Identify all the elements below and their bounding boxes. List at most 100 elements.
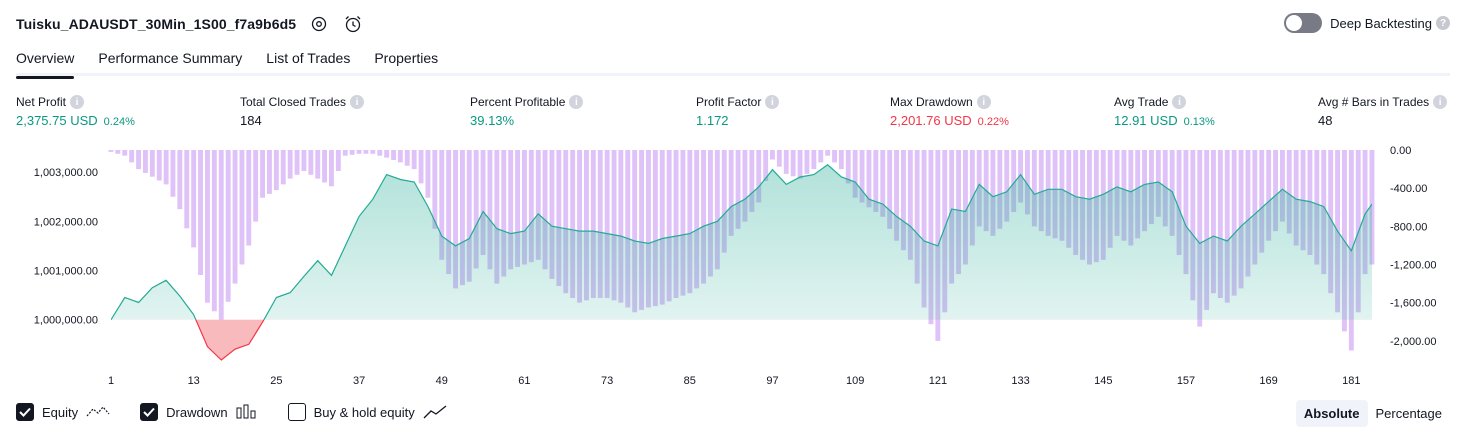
legend-buy-hold[interactable]: Buy & hold equity <box>287 403 447 421</box>
equity-line <box>111 164 1372 320</box>
alarm-clock-icon[interactable] <box>342 13 364 35</box>
drawdown-checkbox[interactable] <box>140 403 159 421</box>
trade-tick-label: 181 <box>1342 375 1360 387</box>
drawdown-bar <box>625 150 631 308</box>
drawdown-bar <box>563 150 569 294</box>
drawdown-bar <box>1004 150 1010 222</box>
drawdown-bar <box>859 150 865 203</box>
help-icon[interactable]: ? <box>1436 16 1450 30</box>
drawdown-bar <box>218 150 224 320</box>
drawdown-bar <box>329 150 334 187</box>
equity-area <box>111 164 1372 320</box>
deep-backtesting-toggle[interactable] <box>1284 13 1323 33</box>
drawdown-bar <box>1204 150 1210 310</box>
metric-avg-trade: Avg Trade i 12.91 USD 0.13% <box>1114 94 1215 131</box>
drawdown-bar <box>584 150 589 301</box>
metric-value: 12.91 USD <box>1114 113 1178 128</box>
trade-tick-label: 169 <box>1259 375 1277 387</box>
metric-value: 2,375.75 USD <box>16 113 98 128</box>
drawdown-tick-label: -2,000.00 <box>1390 336 1436 348</box>
drawdown-bar <box>590 150 596 298</box>
metric-avg-bars: Avg # Bars in Trades i 48 <box>1318 94 1448 131</box>
info-icon[interactable]: i <box>569 95 584 109</box>
info-icon[interactable]: i <box>976 95 991 109</box>
drawdown-bar <box>211 150 217 312</box>
drawdown-bar <box>990 150 996 236</box>
trade-tick-label: 109 <box>846 375 864 387</box>
deep-backtesting-label: Deep Backtesting <box>1330 15 1432 31</box>
drawdown-bar <box>577 150 582 303</box>
trade-tick-label: 61 <box>518 375 530 387</box>
drawdown-bar <box>714 150 720 270</box>
buy-hold-checkbox[interactable] <box>287 403 306 421</box>
drawdown-bar <box>852 150 858 198</box>
equity-drawdown-chart[interactable]: 1,000,000.00 1,001,000.00 1,002,000.00 1,00… <box>0 140 1466 390</box>
equity-tick-label: 1,002,000.00 <box>34 216 98 228</box>
drawdown-bar <box>838 150 844 170</box>
drawdown-bar <box>1362 150 1368 275</box>
drawdown-bar <box>721 150 727 253</box>
drawdown-bar <box>363 150 369 154</box>
drawdown-bar <box>666 150 672 302</box>
drawdown-bar <box>487 150 493 270</box>
drawdown-bar <box>790 150 796 177</box>
drawdown-bar <box>129 150 135 163</box>
info-icon[interactable]: i <box>350 95 365 109</box>
metric-profit-factor: Profit Factor i 1.172 <box>696 94 780 131</box>
drawdown-bar <box>1197 150 1203 327</box>
metric-label: Max Drawdown <box>890 95 973 109</box>
info-icon[interactable]: i <box>1172 95 1187 109</box>
drawdown-bar <box>1224 150 1230 303</box>
equity-checkbox[interactable] <box>16 403 34 421</box>
drawdown-bar <box>315 150 321 179</box>
drawdown-bar <box>460 150 465 286</box>
drawdown-bar <box>163 150 169 185</box>
drawdown-bar <box>1273 150 1278 232</box>
drawdown-bar <box>880 150 886 217</box>
drawdown-bar <box>508 150 514 270</box>
tab-overview[interactable]: Overview <box>16 44 75 79</box>
drawdown-bar <box>694 150 700 289</box>
drawdown-bar <box>997 150 1003 229</box>
drawdown-bar <box>384 150 390 158</box>
metric-net-profit: Net Profit i 2,375.75 USD 0.24% <box>16 94 135 131</box>
info-icon[interactable]: i <box>70 95 85 109</box>
drawdown-bar <box>280 150 286 185</box>
metric-label: Total Closed Trades <box>240 95 347 109</box>
equity-tick-label: 1,003,000.00 <box>34 167 98 179</box>
tab-properties[interactable]: Properties <box>374 50 439 66</box>
trade-tick-label: 133 <box>1011 375 1029 387</box>
drawdown-bar <box>1038 150 1044 232</box>
drawdown-tick-label: -400.00 <box>1390 183 1427 195</box>
drawdown-bar <box>136 150 141 170</box>
drawdown-bar <box>1031 150 1037 227</box>
drawdown-bar <box>1176 150 1182 255</box>
info-icon[interactable]: i <box>765 95 780 109</box>
drawdown-bar <box>914 150 920 284</box>
drawdown-bar <box>404 150 410 166</box>
legend-drawdown[interactable]: Drawdown <box>140 403 257 421</box>
drawdown-label: Drawdown <box>166 404 228 420</box>
tab-performance-summary[interactable]: Performance Summary <box>98 50 243 66</box>
metric-label: Net Profit <box>16 95 67 109</box>
drawdown-bar <box>425 150 431 198</box>
drawdown-bar <box>818 150 824 163</box>
equity-label: Equity <box>42 404 79 420</box>
drawdown-bar <box>749 150 755 212</box>
drawdown-bar <box>1259 150 1265 253</box>
absolute-button[interactable]: Absolute <box>1295 400 1368 427</box>
metric-value: 48 <box>1318 113 1333 128</box>
tab-list-of-trades[interactable]: List of Trades <box>266 50 351 66</box>
drawdown-bar <box>432 150 438 229</box>
info-icon[interactable]: i <box>1433 95 1448 109</box>
trade-tick-label: 157 <box>1177 375 1195 387</box>
buy-hold-line-icon <box>423 404 447 420</box>
percentage-button[interactable]: Percentage <box>1375 406 1443 421</box>
legend-equity[interactable]: Equity <box>16 403 110 421</box>
settings-icon[interactable] <box>308 13 330 35</box>
drawdown-bar <box>232 150 238 284</box>
equity-tick-label: 1,000,000.00 <box>34 315 98 327</box>
trade-tick-label: 73 <box>601 375 613 387</box>
equity-line-icon <box>86 404 110 420</box>
drawdown-bar <box>287 150 293 179</box>
